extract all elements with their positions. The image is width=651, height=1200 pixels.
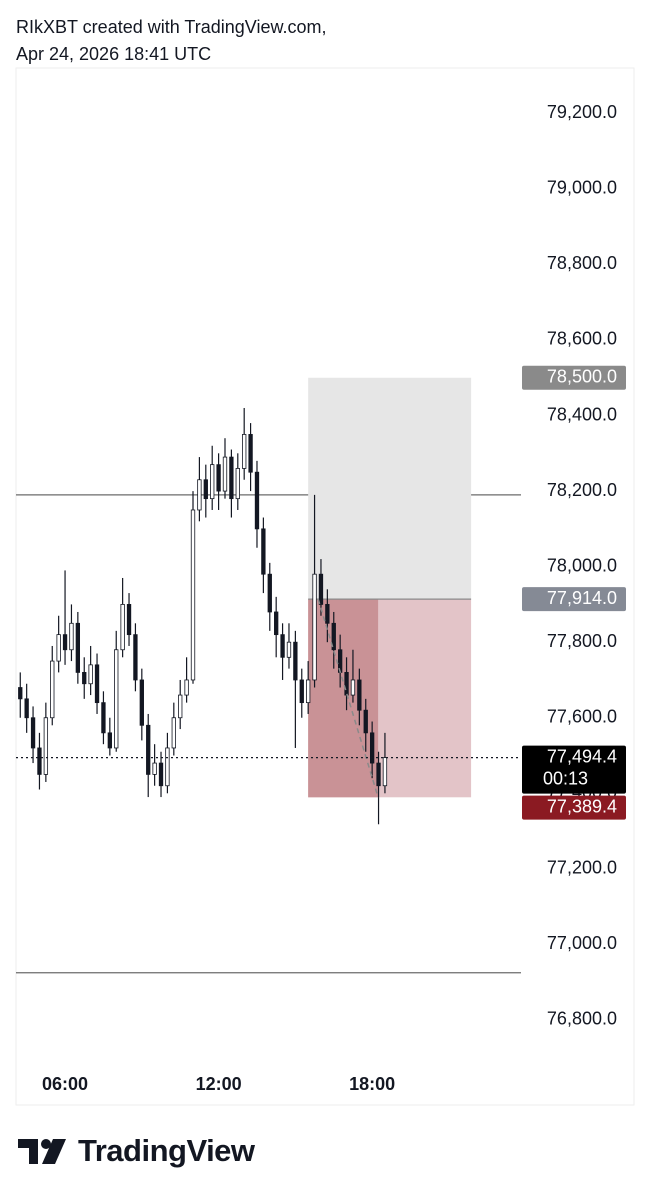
candle-body (152, 762, 157, 775)
candle-body (114, 649, 119, 749)
logo-shape (42, 1139, 66, 1164)
candle-body (133, 634, 138, 681)
candle-body (280, 634, 285, 658)
candle-body (24, 698, 29, 719)
candle-body (197, 479, 202, 511)
logo-shape (18, 1139, 38, 1164)
candle-body (274, 611, 279, 636)
entry-label: 77,914.0 (547, 588, 617, 608)
candle-body (190, 509, 196, 681)
candle-body (165, 747, 170, 787)
candle-body (242, 434, 247, 469)
candle-body (88, 664, 93, 685)
y-tick-label: 78,000.0 (547, 555, 617, 575)
candle-body (344, 672, 349, 696)
candle-body (210, 464, 215, 500)
candle-body (382, 757, 388, 787)
candle-body (331, 622, 336, 651)
candle-body (75, 622, 81, 673)
candle-body (56, 634, 61, 662)
candle-body (37, 747, 42, 775)
candle-body (184, 679, 189, 696)
plot-layer (16, 377, 521, 974)
x-tick-label: 12:00 (196, 1074, 242, 1094)
candle-body (158, 762, 164, 787)
candle-body (312, 573, 317, 681)
candle-body (376, 762, 381, 787)
candle-body (299, 679, 304, 704)
y-tick-label: 76,800.0 (547, 1009, 617, 1029)
last-price-label-bg (522, 745, 626, 794)
candle-body (126, 604, 132, 636)
stop-label: 78,500.0 (547, 367, 617, 387)
y-tick-label: 79,200.0 (547, 102, 617, 122)
candle-body (286, 641, 292, 658)
candle-body (82, 672, 87, 685)
y-tick-label: 77,000.0 (547, 933, 617, 953)
trade-path (317, 598, 379, 798)
candle-body (216, 464, 221, 492)
stop-zone (308, 377, 472, 600)
candle-body (229, 456, 234, 500)
candle-body (139, 679, 144, 726)
chart: 76,800.077,000.077,200.077,400.077,600.0… (15, 67, 635, 1106)
candle-body (248, 434, 253, 473)
last-price-label: 77,494.4 (547, 746, 617, 766)
candle-body (261, 528, 266, 575)
candle-body (318, 573, 324, 605)
active-zone (308, 599, 379, 798)
candle-body (357, 679, 362, 711)
chart-frame (15, 67, 635, 1106)
candle-body (254, 471, 260, 530)
y-tick-label: 78,400.0 (547, 404, 617, 424)
candle-body (363, 709, 368, 734)
y-tick-label: 77,800.0 (547, 631, 617, 651)
candle-body (107, 732, 112, 749)
entry-label-bg (522, 587, 626, 612)
candle-body (306, 679, 311, 704)
x-tick-label: 18:00 (349, 1074, 395, 1094)
y-tick-label: 77,600.0 (547, 706, 617, 726)
stop-label-bg (522, 365, 626, 390)
candle-body (146, 724, 151, 775)
y-tick-label: 78,200.0 (547, 480, 617, 500)
y-tick-label: 78,600.0 (547, 329, 617, 349)
y-tick-label: 77,200.0 (547, 858, 617, 878)
candle-body (120, 604, 125, 651)
candle-body (171, 717, 176, 749)
candle-body (203, 479, 208, 500)
candle-body (369, 732, 375, 764)
countdown: 00:13 (543, 768, 588, 788)
candle-body (235, 468, 240, 500)
candle-body (62, 634, 68, 651)
candle-body (101, 702, 106, 734)
candle-body (178, 694, 183, 719)
y-tick-label: 78,800.0 (547, 253, 617, 273)
target-label: 77,389.4 (547, 796, 617, 816)
candle-body (50, 660, 55, 719)
logo-shape (41, 1139, 51, 1149)
candle-body (18, 687, 23, 700)
y-tick-label: 79,000.0 (547, 178, 617, 198)
candle-body (43, 717, 49, 775)
x-tick-label: 06:00 (42, 1074, 88, 1094)
candle-body (94, 664, 100, 704)
candle-body (350, 679, 356, 696)
target-label-bg (522, 795, 626, 820)
candle-body (69, 622, 74, 651)
header-line: Apr 24, 2026 18:41 UTC (16, 44, 212, 64)
header-line: RIkXBT created with TradingView.com, (16, 17, 327, 37)
candle-body (325, 604, 330, 624)
brand-logo (18, 1139, 66, 1164)
candle-body (293, 641, 298, 681)
brand-name: TradingView (78, 1133, 255, 1168)
candle-body (267, 573, 272, 613)
candle-body (222, 456, 228, 492)
overlay-layer (16, 598, 521, 798)
candle-body (30, 717, 36, 749)
